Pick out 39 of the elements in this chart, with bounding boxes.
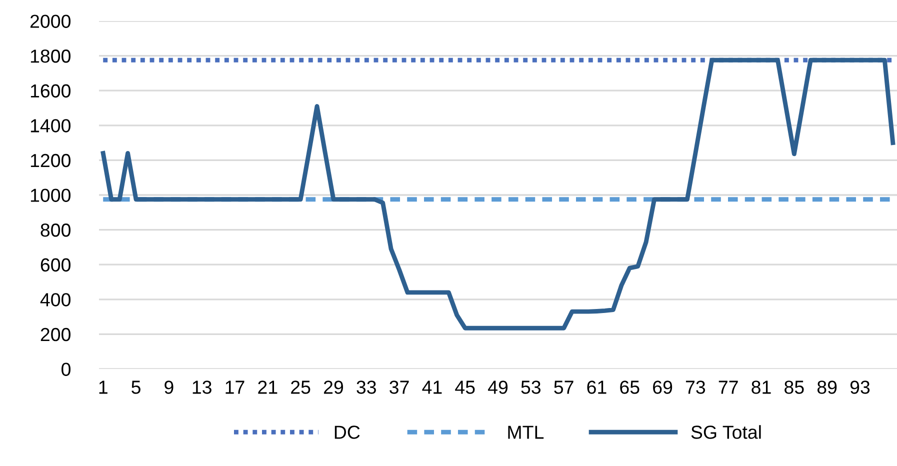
x-tick-label: 57 (554, 380, 574, 394)
x-tick-label: 53 (521, 380, 541, 394)
x-tick-label: 81 (752, 380, 771, 394)
x-tick-label: 5 (132, 380, 140, 394)
x-tick-label: 13 (192, 380, 212, 394)
x-tick-label: 61 (587, 380, 606, 394)
x-tick-label: 73 (686, 380, 706, 394)
x-tick-label: 21 (258, 380, 278, 394)
x-tick-label: 85 (784, 380, 804, 394)
x-tick-label: 49 (488, 380, 508, 394)
x-tick-label: 69 (653, 380, 672, 394)
y-tick-label: 0 (62, 362, 70, 376)
y-tick-label: 1600 (30, 84, 70, 98)
y-tick-label: 1800 (30, 50, 70, 63)
x-tick-label: 25 (291, 380, 310, 394)
x-tick-label: 65 (620, 380, 640, 394)
line-series (100, 58, 896, 330)
x-tick-label: 45 (455, 380, 475, 394)
y-tick-label: 200 (40, 328, 70, 342)
y-tick-label: 1000 (30, 188, 70, 202)
x-tick-label: 77 (718, 380, 738, 394)
legend-label: DC (334, 426, 360, 439)
x-tick-label: 89 (817, 380, 837, 394)
y-tick-label: 400 (40, 293, 70, 306)
y-tick-label: 600 (40, 258, 70, 272)
x-tick-label: 37 (390, 380, 409, 394)
y-tick-label: 2000 (30, 14, 70, 28)
legend-label: SG Total (691, 425, 761, 439)
legend-label: MTL (508, 426, 544, 439)
y-tick-label: 800 (40, 224, 70, 237)
x-tick-label: 17 (226, 380, 244, 394)
x-tick-label: 33 (356, 380, 376, 394)
x-tick-label: 1 (99, 380, 108, 394)
x-tick-label: 9 (164, 380, 174, 394)
x-tick-label: 93 (850, 380, 870, 394)
x-tick-label: 41 (422, 380, 442, 394)
y-tick-label: 1400 (30, 119, 70, 132)
x-tick-label: 29 (324, 380, 344, 394)
y-tick-label: 1200 (30, 154, 70, 168)
